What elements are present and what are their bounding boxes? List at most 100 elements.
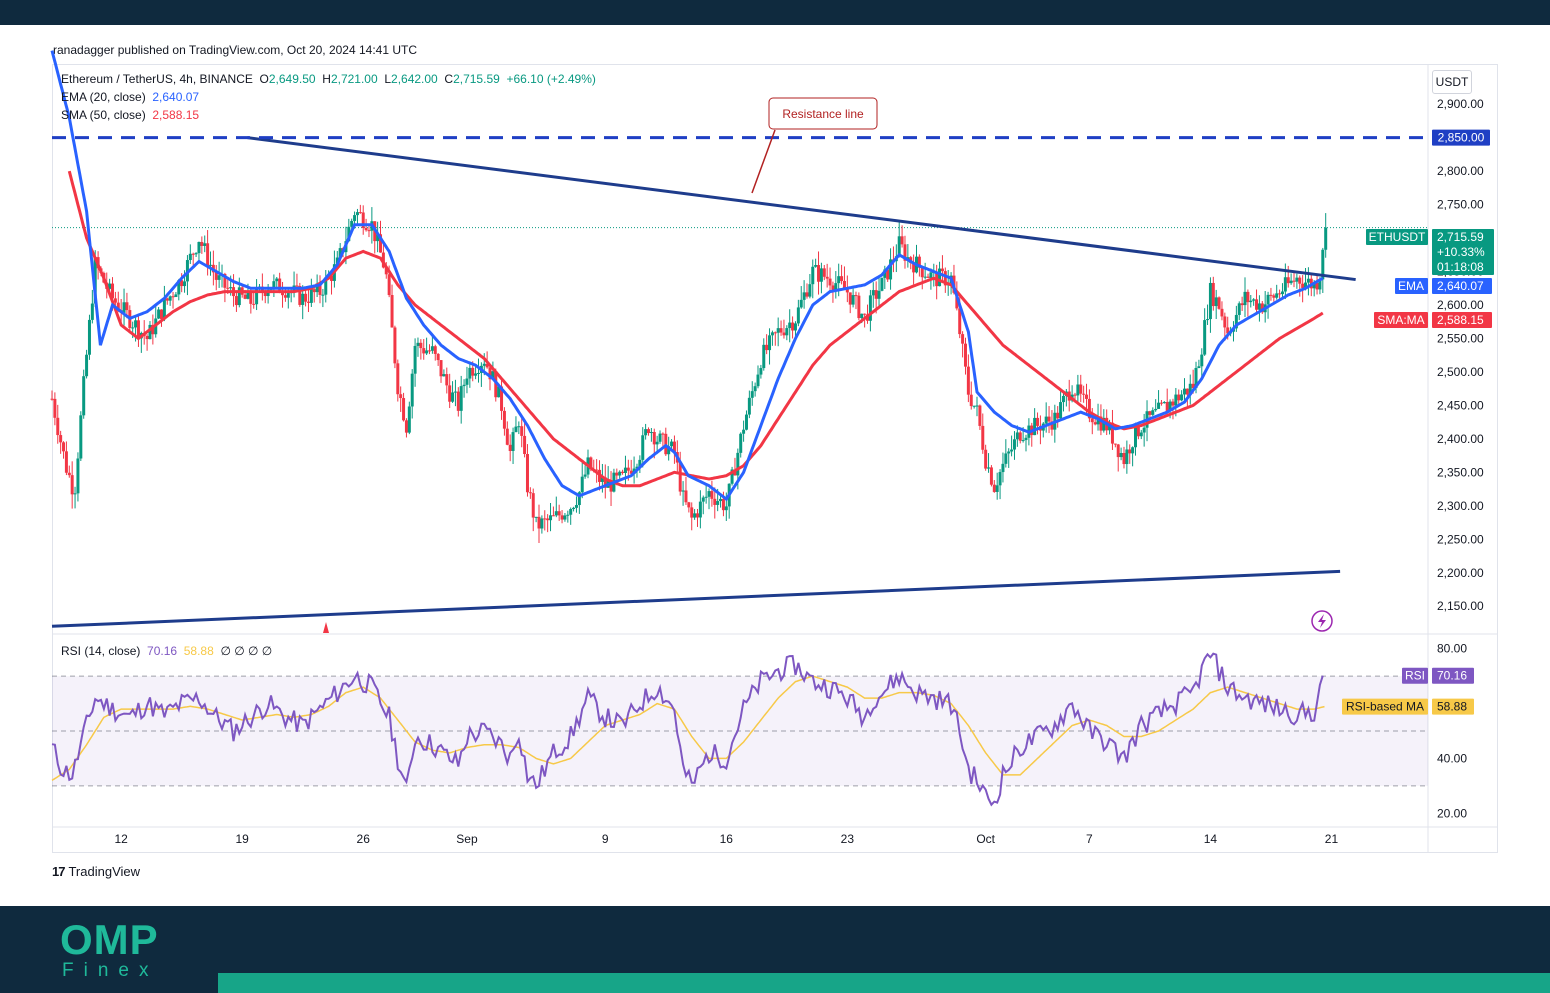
callout-box[interactable] (768, 97, 878, 130)
candle-body (422, 348, 426, 354)
high-value: 2,721.00 (330, 72, 378, 86)
candle-body (537, 516, 541, 529)
candle-body (1044, 416, 1048, 424)
rsi-legend[interactable]: RSI (14, close) 70.16 58.88 ∅ ∅ ∅ ∅ (61, 644, 272, 658)
candle-body (246, 291, 250, 299)
candle-body (655, 441, 659, 445)
candle-body (572, 507, 576, 510)
candle-body (1206, 319, 1210, 321)
candle-body (1162, 402, 1166, 404)
low-label: L (384, 72, 392, 86)
candle-body (854, 295, 858, 297)
candle-body (690, 507, 694, 518)
candle-body (1266, 294, 1270, 305)
candle-body (554, 511, 558, 516)
candle-body (226, 287, 230, 289)
currency-button[interactable]: USDT (1432, 70, 1472, 94)
candle-body (410, 373, 414, 407)
candle-body (1012, 439, 1016, 450)
candle-body (1061, 395, 1065, 403)
candle-body (756, 374, 760, 387)
candle-body (1050, 421, 1054, 430)
candle-body (263, 292, 267, 297)
candle-body (500, 386, 504, 411)
candle-body (1131, 447, 1135, 454)
candle-body (122, 302, 126, 313)
candle-body (793, 323, 797, 331)
sma-line (67, 170, 1324, 488)
candle-body (551, 515, 555, 517)
candle-body (234, 296, 238, 306)
sma-legend[interactable]: SMA (50, close) 2,588.15 (61, 108, 199, 122)
candle-body (249, 291, 253, 304)
candle-body (837, 276, 841, 284)
candle-body (989, 467, 993, 485)
time-tick-label: Oct (976, 832, 995, 846)
candle-body (404, 420, 408, 433)
candle-body (543, 518, 547, 520)
candle-body (286, 293, 290, 298)
candle-body (1122, 453, 1126, 465)
candle-body (860, 313, 864, 319)
candle-body (776, 328, 780, 333)
candle-body (338, 248, 342, 258)
candle-body (1188, 383, 1192, 395)
candle-body (900, 236, 904, 245)
close-value: 2,715.59 (453, 72, 500, 86)
candle-body (759, 368, 763, 375)
candle-body (681, 490, 685, 492)
rsi-ma-value-tag: 58.88 (1437, 700, 1467, 714)
candle-body (1010, 449, 1014, 452)
rsi-line (51, 652, 1324, 807)
rsi-tag-bg (1402, 667, 1428, 684)
candle-body (750, 391, 754, 398)
rsi-value-tag: 70.16 (1437, 669, 1467, 683)
candle-body (1102, 417, 1106, 431)
candle-body (984, 449, 988, 469)
candle-body (160, 309, 164, 319)
candle-body (563, 515, 567, 520)
candle-body (1220, 308, 1224, 317)
support-trendline[interactable] (51, 569, 1341, 628)
candle-body (87, 319, 91, 355)
candle-body (197, 241, 201, 254)
candle-body (56, 417, 60, 436)
resistance-trendline[interactable] (247, 136, 1356, 282)
price-tick-label: 2,400.00 (1437, 432, 1484, 446)
candle-body (252, 303, 256, 305)
candle-body (848, 292, 852, 305)
ema-value-tag-bg (1432, 278, 1492, 294)
ema-value: 2,640.07 (152, 90, 200, 104)
candle-body (842, 280, 846, 290)
candle-body (309, 289, 313, 303)
candle-body (350, 220, 354, 227)
price-tick-label: 2,450.00 (1437, 398, 1484, 412)
candle-body (779, 328, 783, 333)
rsi-value: 70.16 (147, 644, 178, 658)
candle-body (62, 442, 66, 452)
sma-value: 2,588.15 (152, 108, 200, 122)
candle-body (1079, 384, 1083, 394)
candle-body (465, 378, 469, 385)
ema-value-tag: 2,640.07 (1437, 279, 1484, 293)
candle-body (315, 283, 319, 293)
candle-body (1252, 299, 1256, 301)
candle-body (995, 485, 999, 492)
candle-body (511, 432, 515, 451)
candle-body (1148, 411, 1152, 415)
candle-body (281, 292, 285, 296)
candle-body (747, 397, 751, 415)
candle-body (108, 283, 112, 289)
rsi-ma-value: 58.88 (183, 644, 214, 658)
price-tick-label: 2,200.00 (1437, 566, 1484, 580)
pct-change-tag: +10.33% (1437, 245, 1485, 259)
price-tick-label: 2,250.00 (1437, 532, 1484, 546)
ema-legend[interactable]: EMA (20, close) 2,640.07 (61, 90, 199, 104)
candle-body (468, 367, 472, 379)
candle-body (969, 394, 973, 407)
candle-body (1082, 393, 1086, 395)
candle-body (566, 514, 570, 516)
rsi-tick-label: 20.00 (1437, 806, 1467, 820)
time-tick-label: 14 (1204, 832, 1218, 846)
